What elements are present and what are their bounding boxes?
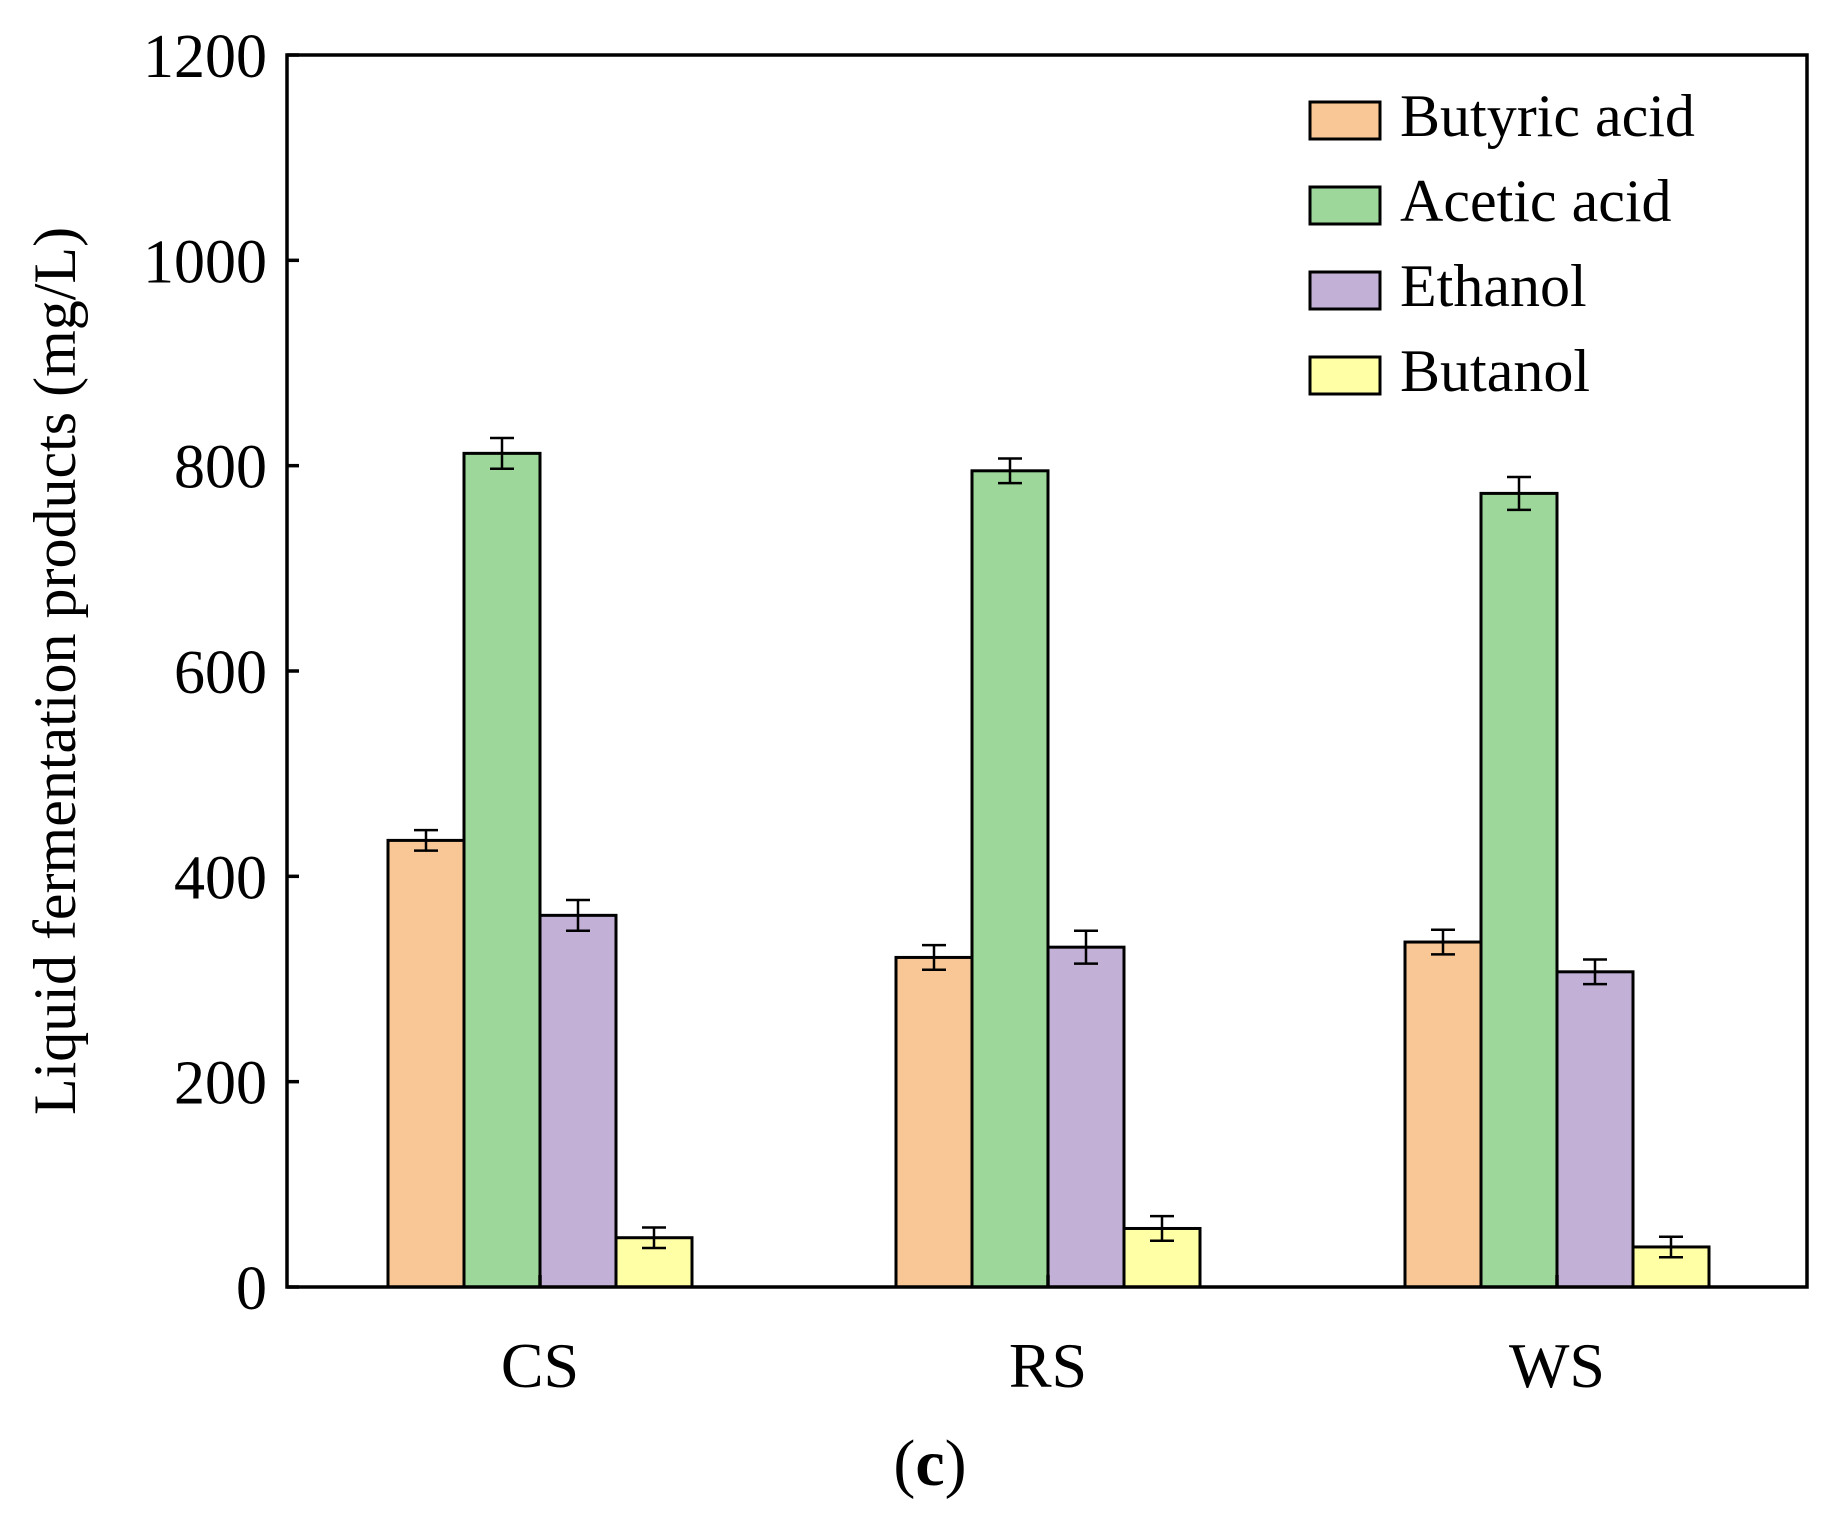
legend-label: Butyric acid (1400, 83, 1695, 149)
legend-swatch (1308, 185, 1382, 226)
error-bar (1507, 475, 1531, 512)
y-tick-label: 800 (174, 434, 267, 502)
error-bar (922, 943, 946, 972)
y-tick-label: 400 (174, 844, 267, 912)
bar-acetic-acid-rs (970, 469, 1050, 1289)
figure-caption: (c) (893, 1427, 966, 1500)
error-bar (998, 457, 1022, 485)
bar-butyric-acid-ws (1403, 940, 1483, 1289)
error-bar (1659, 1235, 1683, 1259)
y-tick-label: 200 (174, 1050, 267, 1118)
caption-close-paren: ) (945, 1427, 967, 1500)
x-category-label: WS (1509, 1330, 1605, 1401)
error-bar (566, 898, 590, 932)
caption-letter: c (915, 1427, 944, 1500)
bars-layer (386, 451, 1711, 1289)
bar-butyric-acid-rs (894, 955, 974, 1289)
error-bar (1431, 928, 1455, 956)
x-category-label: CS (501, 1330, 579, 1401)
legend-item: Acetic acid (1308, 168, 1672, 234)
x-category-label: RS (1009, 1330, 1087, 1401)
y-axis-title: Liquid fermentation products (mg/L) (22, 227, 88, 1115)
legend-label: Ethanol (1400, 253, 1587, 319)
legend-swatch (1308, 270, 1382, 311)
y-tick-label: 1000 (143, 228, 267, 296)
bar-acetic-acid-cs (462, 451, 542, 1289)
bar-ethanol-cs (538, 913, 618, 1289)
legend: Butyric acid Acetic acid Ethanol Butanol (1308, 83, 1695, 404)
error-bars-layer (414, 436, 1683, 1259)
legend-label: Butanol (1400, 338, 1590, 404)
bar-acetic-acid-ws (1479, 491, 1559, 1289)
y-axis: 0 200 400 600 800 1000 1200 (143, 23, 299, 1323)
bar-ethanol-ws (1555, 970, 1635, 1289)
y-tick-label: 1200 (143, 23, 267, 91)
y-tick-label: 0 (236, 1255, 267, 1323)
legend-item: Butyric acid (1308, 83, 1695, 149)
legend-item: Butanol (1308, 338, 1590, 404)
error-bar (1074, 929, 1098, 965)
legend-item: Ethanol (1308, 253, 1587, 319)
x-axis: CS RS WS (501, 1275, 1605, 1401)
legend-swatch (1308, 100, 1382, 141)
caption-open-paren: ( (893, 1427, 915, 1500)
bar-butyric-acid-cs (386, 838, 466, 1289)
legend-swatch (1308, 355, 1382, 396)
bar-ethanol-rs (1046, 945, 1126, 1289)
error-bar (1150, 1214, 1174, 1243)
y-tick-label: 600 (174, 639, 267, 707)
error-bar (490, 436, 514, 470)
legend-label: Acetic acid (1400, 168, 1672, 234)
error-bar (1583, 958, 1607, 986)
error-bar (642, 1226, 666, 1250)
error-bar (414, 828, 438, 852)
